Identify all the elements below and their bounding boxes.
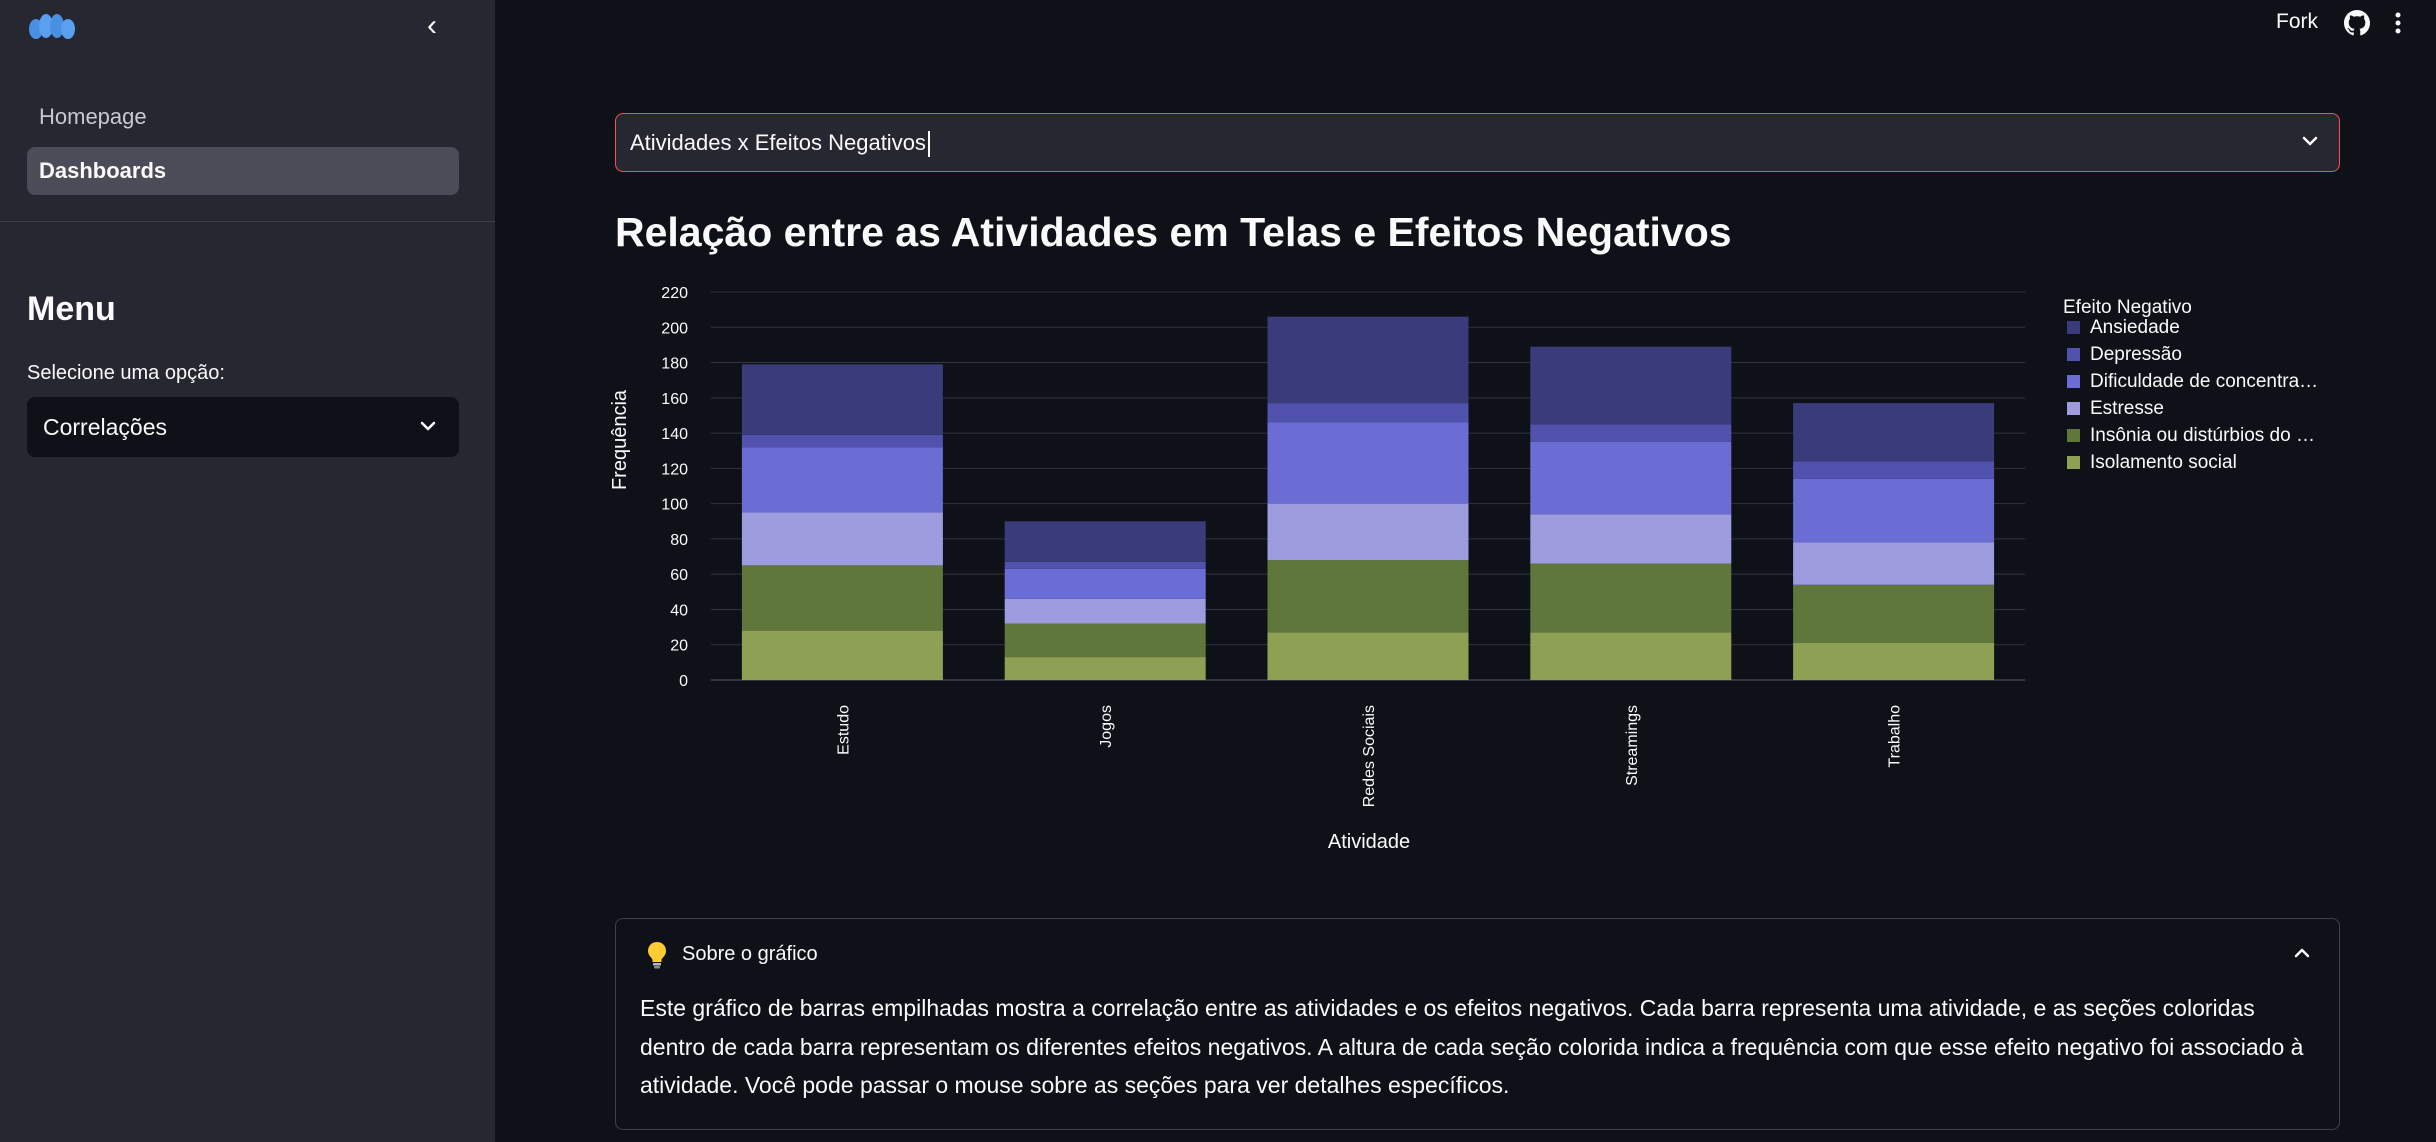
menu-title: Menu	[27, 290, 116, 328]
bar-segment[interactable]: Estudo · Ansiedade: 40	[741, 364, 943, 435]
bar-segment[interactable]: Trabalho · Isolamento social: 21	[1793, 642, 1995, 680]
y-tick-label: 60	[670, 567, 688, 584]
x-tick-label: Trabalho	[1887, 705, 1904, 768]
sidebar-item-homepage[interactable]: Homepage	[39, 104, 147, 129]
page-title: Relação entre as Atividades em Telas e E…	[615, 209, 1732, 255]
bar-segment[interactable]: Jogos · Estresse: 14	[1004, 598, 1206, 624]
chart-legend[interactable]: Efeito Negativo Ansiedade Depressão Dificu…	[2063, 297, 2318, 473]
sidebar-divider	[0, 221, 495, 222]
legend-swatch[interactable]	[2067, 348, 2080, 361]
chevron-down-icon	[2302, 136, 2318, 146]
x-axis-ticks: Estudo Jogos Redes Sociais Streamings Trabal…	[835, 705, 1903, 807]
sidebar-item-dashboards[interactable]: Dashboards	[27, 147, 459, 195]
legend-swatch[interactable]	[2067, 375, 2080, 388]
bar-segment[interactable]: Estudo · Isolamento social: 28	[741, 630, 943, 680]
expander-title: Sobre o gráfico	[682, 943, 818, 965]
legend-item-label[interactable]: Estresse	[2090, 398, 2164, 419]
x-tick-label: Estudo	[835, 705, 852, 755]
bar-segment[interactable]: Streamings · Depressão: 10	[1530, 424, 1732, 442]
bar-segment[interactable]: Redes Sociais · Estresse: 32	[1267, 503, 1469, 561]
sidebar-select-value: Correlações	[43, 414, 167, 440]
y-tick-label: 20	[670, 638, 688, 655]
light-bulb-icon	[648, 942, 666, 969]
bar-segment[interactable]: Estudo · Estresse: 30	[741, 512, 943, 566]
y-tick-label: 120	[661, 461, 688, 478]
text-cursor	[927, 131, 930, 158]
more-menu-icon[interactable]	[2392, 8, 2404, 38]
legend-item-label[interactable]: Insônia ou distúrbios do …	[2090, 425, 2315, 446]
y-tick-label: 200	[661, 320, 688, 337]
x-tick-label: Streamings	[1624, 705, 1641, 786]
legend-item-label[interactable]: Depressão	[2090, 344, 2182, 365]
bar-segment[interactable]: Jogos · Isolamento social: 13	[1004, 657, 1206, 680]
sidebar-nav: Homepage Dashboards	[27, 93, 459, 201]
y-tick-label: 220	[661, 285, 688, 302]
github-icon[interactable]	[2344, 10, 2370, 36]
chart-bars[interactable]: Estudo · Isolamento social: 28Estudo · I…	[741, 316, 1995, 680]
bar-segment[interactable]: Streamings · Estresse: 28	[1530, 514, 1732, 564]
bar-segment[interactable]: Streamings · Insônia ou distúrbios do so…	[1530, 563, 1732, 633]
expander-header[interactable]: Sobre o gráfico	[616, 919, 2339, 989]
x-tick-label: Jogos	[1098, 705, 1115, 748]
legend-item-label[interactable]: Isolamento social	[2090, 452, 2237, 473]
stacked-bar-chart[interactable]: 0 20 40 60 80 100 120 140 160 180 200 220 Estudo · …	[600, 275, 2400, 875]
y-tick-label: 80	[670, 532, 688, 549]
chevron-up-icon[interactable]	[2293, 944, 2311, 962]
bar-segment[interactable]: Trabalho · Depressão: 10	[1793, 461, 1995, 479]
legend-swatch[interactable]	[2067, 429, 2080, 442]
y-tick-label: 180	[661, 356, 688, 373]
bar-segment[interactable]: Jogos · Depressão: 4	[1004, 561, 1206, 569]
y-axis-ticks: 0 20 40 60 80 100 120 140 160 180 200 220	[661, 285, 688, 690]
streamlit-logo-icon[interactable]	[28, 12, 76, 42]
chart-select-value: Atividades x Efeitos Negativos	[630, 130, 926, 155]
select-label: Selecione uma opção:	[27, 362, 225, 384]
bar-segment[interactable]: Estudo · Depressão: 7	[741, 434, 943, 448]
legend-swatch[interactable]	[2067, 402, 2080, 415]
bar-segment[interactable]: Redes Sociais · Depressão: 11	[1267, 403, 1469, 423]
fork-button[interactable]: Fork	[2276, 10, 2318, 33]
y-axis-label: Frequência	[609, 389, 631, 490]
bar-segment[interactable]: Trabalho · Ansiedade: 33	[1793, 403, 1995, 462]
bar-segment[interactable]: Redes Sociais · Ansiedade: 49	[1267, 316, 1469, 404]
bar-segment[interactable]: Jogos · Insônia ou distúrbios do sono: 1…	[1004, 623, 1206, 658]
about-chart-expander: Sobre o gráfico Este gráfico de barras e…	[615, 918, 2340, 1130]
sidebar-selectbox[interactable]: Correlações	[27, 397, 459, 457]
legend-item-label[interactable]: Ansiedade	[2090, 317, 2180, 338]
expander-body-text: Este gráfico de barras empilhadas mostra…	[640, 995, 2304, 1098]
bar-segment[interactable]: Streamings · Dificuldade de concentração…	[1530, 441, 1732, 515]
bar-segment[interactable]: Streamings · Isolamento social: 27	[1530, 632, 1732, 680]
y-tick-label: 100	[661, 497, 688, 514]
legend-title: Efeito Negativo	[2063, 297, 2192, 318]
legend-item-label[interactable]: Dificuldade de concentra…	[2090, 371, 2318, 392]
bar-segment[interactable]: Redes Sociais · Insônia ou distúrbios do…	[1267, 560, 1469, 633]
y-tick-label: 0	[679, 673, 688, 690]
bar-segment[interactable]: Streamings · Ansiedade: 44	[1530, 346, 1732, 425]
bar-segment[interactable]: Jogos · Dificuldade de concentração: 17	[1004, 568, 1206, 599]
bar-segment[interactable]: Estudo · Dificuldade de concentração: 37	[741, 447, 943, 513]
chart-selectbox[interactable]: Atividades x Efeitos Negativos	[615, 113, 2340, 172]
sidebar: ‹ Homepage Dashboards Menu Selecione uma…	[0, 0, 495, 1142]
x-tick-label: Redes Sociais	[1361, 705, 1378, 807]
bar-segment[interactable]: Trabalho · Estresse: 24	[1793, 542, 1995, 585]
legend-swatch[interactable]	[2067, 456, 2080, 469]
y-tick-label: 140	[661, 426, 688, 443]
bar-segment[interactable]: Estudo · Insônia ou distúrbios do sono: …	[741, 565, 943, 631]
bar-segment[interactable]: Trabalho · Insônia ou distúrbios do sono…	[1793, 584, 1995, 643]
legend-swatch[interactable]	[2067, 321, 2080, 334]
x-axis-label: Atividade	[1328, 831, 1410, 853]
bar-segment[interactable]: Trabalho · Dificuldade de concentração: …	[1793, 478, 1995, 543]
bar-segment[interactable]: Jogos · Ansiedade: 23	[1004, 521, 1206, 562]
bar-segment[interactable]: Redes Sociais · Isolamento social: 27	[1267, 632, 1469, 680]
bar-segment[interactable]: Redes Sociais · Dificuldade de concentra…	[1267, 422, 1469, 504]
y-tick-label: 40	[670, 602, 688, 619]
collapse-sidebar-icon[interactable]: ‹	[427, 9, 437, 42]
y-tick-label: 160	[661, 391, 688, 408]
chevron-down-icon	[420, 421, 436, 431]
